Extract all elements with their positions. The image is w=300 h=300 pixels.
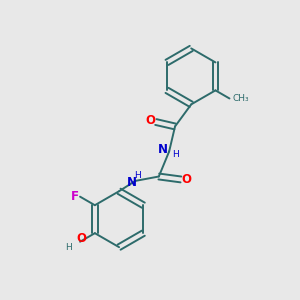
Text: H: H	[65, 243, 72, 252]
Text: CH₃: CH₃	[232, 94, 249, 103]
Text: N: N	[158, 143, 168, 157]
Text: F: F	[71, 190, 79, 203]
Text: H: H	[172, 150, 179, 159]
Text: O: O	[76, 232, 86, 245]
Text: O: O	[182, 173, 192, 186]
Text: H: H	[134, 171, 141, 180]
Text: O: O	[146, 114, 156, 127]
Text: N: N	[127, 176, 137, 189]
